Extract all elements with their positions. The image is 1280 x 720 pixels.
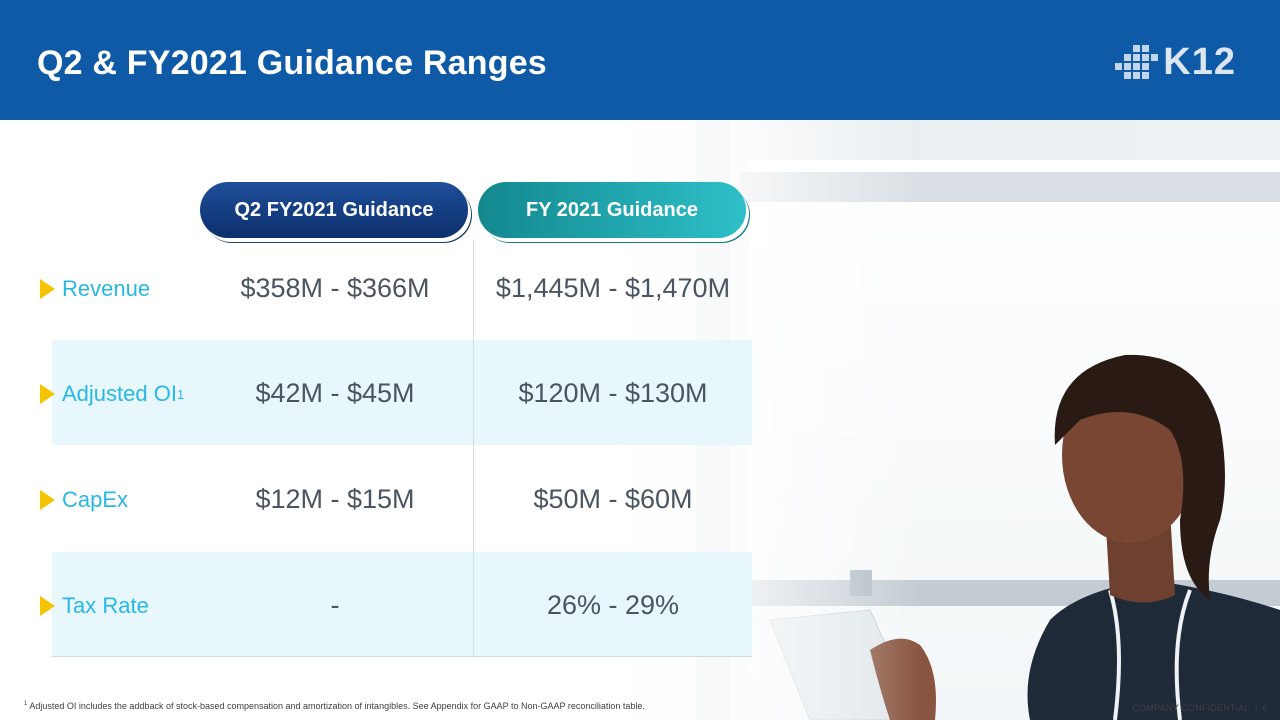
metric-superscript: 1	[176, 386, 185, 402]
bullet-arrow-icon	[40, 596, 55, 616]
row-band-adjusted-oi	[52, 340, 752, 445]
metric-label: Revenue	[62, 276, 151, 301]
value-tax-rate-q2: -	[330, 590, 340, 620]
page-number: 6	[1262, 703, 1268, 713]
row-label-capex: CapEx	[40, 487, 128, 513]
footer-separator: |	[1254, 703, 1258, 713]
bullet-arrow-icon	[40, 279, 55, 299]
footnote-text: Adjusted OI includes the addback of stoc…	[29, 701, 645, 711]
value-adjusted-oi-q2: $42M - $45M	[255, 378, 415, 408]
row-label-revenue: Revenue	[40, 276, 150, 302]
bullet-arrow-icon	[40, 490, 55, 510]
value-revenue-fy: $1,445M - $1,470M	[495, 273, 731, 303]
column-divider	[473, 240, 474, 658]
metric-label: CapEx	[62, 487, 129, 512]
confidential-footer: COMPANY CONFIDENTIAL | 6	[1133, 703, 1268, 713]
value-capex-fy: $50M - $60M	[533, 484, 693, 514]
row-band-tax-rate	[52, 552, 752, 657]
value-revenue-q2: $358M - $366M	[240, 273, 430, 303]
company-logo: K12	[1113, 40, 1236, 83]
metric-label: Adjusted OI	[62, 381, 177, 406]
metric-label: Tax Rate	[62, 593, 149, 618]
value-capex-q2: $12M - $15M	[255, 484, 415, 514]
row-label-tax-rate: Tax Rate	[40, 593, 149, 619]
table-bottom-rule	[52, 656, 752, 657]
header-bar: Q2 & FY2021 Guidance Ranges K12	[0, 0, 1280, 120]
row-label-adjusted-oi: Adjusted OI 1	[40, 381, 184, 407]
slide-title: Q2 & FY2021 Guidance Ranges	[37, 44, 547, 82]
pixel-grid-logo-icon	[1113, 43, 1159, 81]
logo-text: K12	[1163, 40, 1236, 83]
column-header-q2: Q2 FY2021 Guidance	[200, 182, 468, 238]
value-adjusted-oi-fy: $120M - $130M	[518, 378, 708, 408]
confidential-label: COMPANY CONFIDENTIAL	[1132, 703, 1250, 713]
footnote: 1 Adjusted OI includes the addback of st…	[24, 701, 645, 711]
footnote-marker: 1	[24, 701, 28, 707]
value-tax-rate-fy: 26% - 29%	[546, 590, 680, 620]
column-header-fy: FY 2021 Guidance	[478, 182, 746, 238]
bullet-arrow-icon	[40, 384, 55, 404]
